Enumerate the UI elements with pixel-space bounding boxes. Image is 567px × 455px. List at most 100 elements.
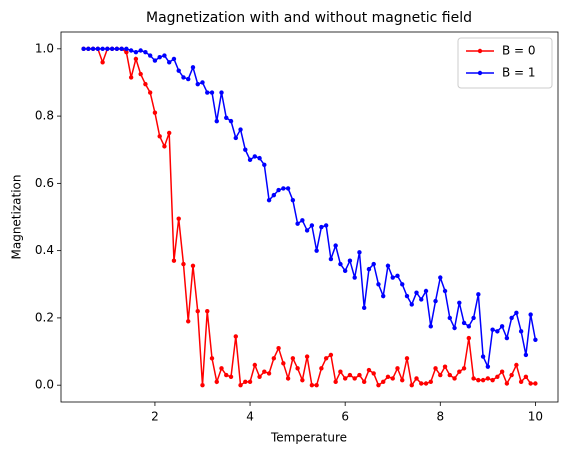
data-point <box>499 324 505 329</box>
data-point <box>347 372 353 378</box>
data-point <box>400 377 405 383</box>
data-point <box>504 335 510 341</box>
data-point <box>371 371 376 376</box>
data-point <box>423 288 429 294</box>
legend: B = 0 B = 1 <box>457 37 553 89</box>
data-point <box>100 46 105 52</box>
data-point <box>485 376 491 381</box>
data-point <box>342 376 348 381</box>
data-point <box>438 275 443 280</box>
data-point <box>243 379 248 385</box>
data-point <box>252 362 258 368</box>
data-point <box>333 243 338 248</box>
data-point <box>309 382 315 388</box>
data-point <box>152 58 158 63</box>
data-point <box>371 261 376 267</box>
data-point <box>423 381 429 386</box>
data-point <box>181 261 186 267</box>
data-point <box>186 76 191 82</box>
data-point <box>328 256 334 262</box>
data-point <box>205 308 210 314</box>
data-point <box>190 263 196 268</box>
data-point <box>490 327 495 332</box>
data-point <box>124 46 129 52</box>
legend-label: B = 0 <box>502 44 536 58</box>
data-point <box>385 263 391 268</box>
data-point <box>147 53 153 58</box>
x-tick-label: 6 <box>341 410 349 424</box>
data-point <box>323 356 329 361</box>
legend-marker <box>477 70 483 76</box>
data-point <box>366 367 372 373</box>
data-point <box>528 312 533 317</box>
data-point <box>347 258 353 263</box>
data-point <box>90 46 96 52</box>
data-point <box>361 305 367 311</box>
data-point <box>523 352 529 358</box>
data-point <box>342 268 348 274</box>
data-point <box>81 46 86 52</box>
data-point <box>409 302 414 307</box>
data-point <box>285 376 291 381</box>
data-point <box>228 118 234 124</box>
data-point <box>381 293 386 299</box>
data-point <box>438 372 443 378</box>
data-point <box>262 369 267 374</box>
data-point <box>133 49 139 55</box>
data-point <box>390 275 395 280</box>
data-point <box>471 376 476 381</box>
data-point <box>404 356 410 361</box>
data-point <box>409 382 414 388</box>
data-point <box>133 56 139 62</box>
data-point <box>100 60 105 65</box>
data-point <box>266 197 272 203</box>
data-point <box>381 379 386 385</box>
data-point <box>499 369 505 374</box>
data-point <box>490 377 495 383</box>
data-point <box>428 379 433 385</box>
x-tick-label: 10 <box>528 410 543 424</box>
data-point <box>518 329 524 334</box>
data-point <box>428 324 433 329</box>
data-point <box>219 366 224 371</box>
data-point <box>105 46 110 52</box>
data-point <box>442 288 448 294</box>
legend-marker <box>477 48 483 54</box>
data-point <box>157 55 162 60</box>
data-point <box>228 374 234 379</box>
y-tick-label: 0.8 <box>35 109 54 123</box>
data-point <box>219 90 224 95</box>
data-point <box>466 335 472 341</box>
data-point <box>224 372 229 378</box>
data-point <box>257 155 262 161</box>
series-line <box>83 48 536 388</box>
data-point <box>238 127 243 132</box>
data-point <box>352 376 357 381</box>
data-point <box>262 162 267 168</box>
data-point <box>447 372 453 378</box>
data-point <box>224 115 229 120</box>
data-point <box>128 75 134 80</box>
data-point <box>309 223 315 228</box>
data-point <box>86 46 91 52</box>
y-tick-label: 1.0 <box>35 41 54 55</box>
data-point <box>157 134 162 139</box>
data-point <box>300 377 305 383</box>
data-point <box>304 228 310 233</box>
data-point <box>419 297 424 302</box>
data-point <box>247 379 253 385</box>
data-point <box>357 250 362 255</box>
data-point <box>466 324 472 329</box>
data-point <box>323 223 329 228</box>
data-point <box>295 221 300 226</box>
data-point <box>433 366 438 371</box>
data-point <box>176 216 181 221</box>
data-point <box>447 315 453 321</box>
data-point <box>300 218 305 223</box>
data-point <box>252 154 258 159</box>
data-point <box>195 81 200 87</box>
data-point <box>238 382 243 388</box>
data-point <box>509 315 514 321</box>
data-point <box>328 352 334 358</box>
data-point <box>285 186 291 191</box>
